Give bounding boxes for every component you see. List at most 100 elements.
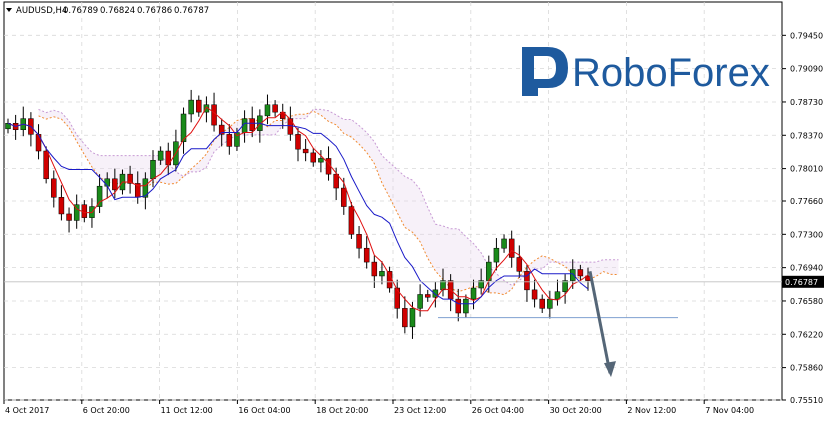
- candle-down: [196, 99, 202, 113]
- y-tick-label: 0.79450: [790, 31, 823, 40]
- candle-down: [531, 289, 538, 300]
- candle-down: [226, 134, 233, 147]
- x-tick-label: 30 Oct 20:00: [550, 406, 602, 415]
- candle-up: [501, 238, 507, 249]
- x-tick-label: 16 Oct 04:00: [238, 406, 290, 415]
- candle-down: [58, 197, 65, 215]
- kijun-sen-line: [7, 122, 589, 305]
- y-tick-label: 0.78010: [790, 165, 823, 174]
- roboforex-logo-mark-icon: [522, 47, 568, 96]
- x-tick-label: 18 Oct 20:00: [316, 406, 368, 415]
- x-tick-label: 23 Oct 12:00: [394, 406, 446, 415]
- candle-up: [463, 298, 469, 314]
- x-tick-label: 6 Oct 20:00: [83, 406, 130, 415]
- candle-down: [272, 104, 278, 113]
- current-price-label: 0.76787: [785, 278, 818, 287]
- candle-up: [470, 287, 477, 300]
- price-axis: 0.79450 0.79090 0.78730 0.78370 0.78010 0.776…: [782, 31, 823, 405]
- candle-down: [524, 271, 530, 291]
- candle-up: [188, 99, 194, 115]
- candle-up: [264, 104, 271, 117]
- candle-up: [150, 160, 156, 180]
- candle-down: [508, 238, 515, 258]
- candle-up: [96, 185, 103, 207]
- candle-down: [539, 298, 545, 309]
- candle-down: [455, 298, 462, 314]
- candle-up: [417, 294, 423, 309]
- candle-down: [35, 134, 42, 152]
- candle-down: [211, 104, 217, 126]
- candle-up: [5, 123, 11, 130]
- candle-up: [318, 158, 324, 163]
- candle-up: [547, 298, 553, 309]
- candle-up: [180, 113, 187, 143]
- candle-down: [363, 247, 370, 263]
- tenkan-sen-line: [7, 106, 589, 312]
- x-tick-label: 2 Nov 12:00: [627, 406, 676, 415]
- candle-down: [295, 134, 301, 150]
- candle-down: [287, 118, 294, 135]
- dropdown-triangle-icon[interactable]: [6, 8, 12, 12]
- candle-up: [432, 289, 439, 298]
- candle-down: [81, 204, 88, 218]
- candle-down: [577, 269, 584, 277]
- senkou-span-a-line: [38, 110, 619, 296]
- candle-down: [402, 308, 408, 328]
- candle-down: [333, 173, 339, 189]
- candle-up: [379, 271, 385, 277]
- y-tick-label: 0.77300: [790, 230, 823, 239]
- candle-down: [43, 150, 49, 180]
- symbol-label: AUDUSD,H4: [16, 6, 67, 16]
- grid-lines: [4, 2, 782, 401]
- candle-down: [66, 213, 72, 221]
- candle-down: [218, 124, 225, 135]
- y-tick-label: 0.77660: [790, 197, 823, 206]
- y-tick-label: 0.79090: [790, 65, 823, 74]
- forecast-arrow-head-icon: [604, 361, 616, 378]
- candle-up: [554, 291, 561, 300]
- candle-down: [386, 271, 393, 289]
- y-tick-label: 0.78370: [790, 131, 823, 140]
- brand-name: RoboForex: [572, 51, 770, 95]
- y-tick-label: 0.75860: [790, 364, 823, 373]
- y-tick-label: 0.76580: [790, 297, 823, 306]
- roboforex-logo: RoboForex: [522, 47, 770, 96]
- x-tick-label: 4 Oct 2017: [5, 406, 49, 415]
- candle-up: [409, 308, 416, 328]
- x-tick-label: 7 Nov 04:00: [705, 406, 754, 415]
- candle-down: [249, 118, 255, 131]
- open-value: 0.76789: [63, 6, 98, 16]
- candle-down: [127, 173, 133, 184]
- candle-down: [348, 206, 355, 235]
- candle-up: [569, 269, 576, 281]
- y-tick-label: 0.76220: [790, 330, 823, 339]
- close-value: 0.76787: [174, 6, 209, 16]
- low-value: 0.76786: [137, 6, 172, 16]
- candlestick-series: [5, 89, 591, 339]
- candle-down: [394, 287, 400, 309]
- forecast-arrow-shaft: [588, 271, 612, 374]
- candle-down: [424, 294, 431, 298]
- annotations: 0.76787: [4, 271, 824, 378]
- candle-up: [142, 178, 149, 198]
- y-tick-label: 0.76940: [790, 264, 823, 273]
- time-axis: 4 Oct 2017 6 Oct 20:00 11 Oct 12:00 16 Oct …: [3, 400, 754, 415]
- candle-up: [440, 280, 446, 291]
- chart-header: AUDUSD,H4 0.76789 0.76824 0.76786 0.7678…: [6, 6, 209, 16]
- cloud-fill: [38, 109, 619, 295]
- candle-down: [341, 187, 347, 207]
- candle-up: [562, 280, 568, 292]
- candle-down: [310, 152, 317, 163]
- senkou-span-b-line: [38, 108, 619, 286]
- candle-up: [157, 150, 164, 161]
- candle-down: [51, 178, 57, 198]
- current-price-box: [782, 275, 824, 288]
- ichimoku-span-lines: [38, 108, 619, 296]
- indicator-lines: [7, 106, 589, 312]
- candle-up: [493, 247, 500, 263]
- candle-down: [112, 178, 118, 191]
- candle-down: [302, 148, 309, 154]
- candle-down: [516, 257, 523, 272]
